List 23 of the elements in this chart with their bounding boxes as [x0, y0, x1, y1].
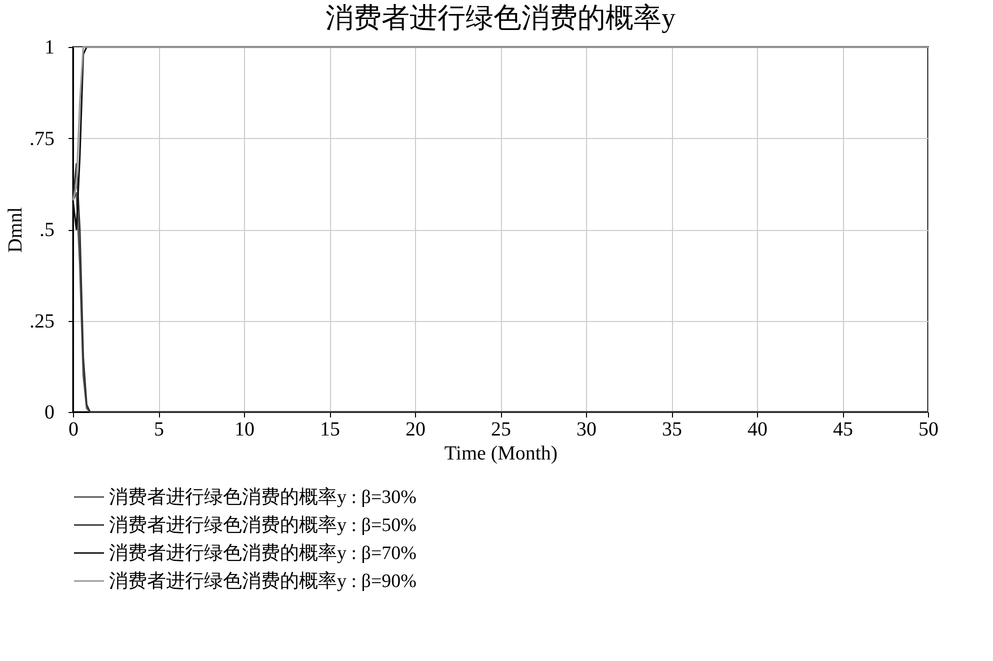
x-tick-label: 20	[406, 418, 426, 440]
x-tick-label: 25	[491, 418, 511, 440]
legend-label: 消费者进行绿色消费的概率y : β=90%	[109, 570, 417, 592]
y-tick-label: .5	[40, 219, 54, 241]
legend-label: 消费者进行绿色消费的概率y : β=30%	[109, 486, 417, 508]
legend-label: 消费者进行绿色消费的概率y : β=50%	[109, 514, 417, 536]
y-tick-label: .75	[30, 128, 54, 150]
x-tick-label: 50	[918, 418, 938, 440]
x-tick-label: 15	[320, 418, 340, 440]
x-axis-title: Time (Month)	[444, 442, 558, 464]
y-tick-label: 0	[44, 402, 54, 424]
y-axis-title: Dmnl	[4, 206, 26, 253]
legend-label: 消费者进行绿色消费的概率y : β=70%	[109, 542, 417, 564]
x-tick-label: 30	[576, 418, 596, 440]
x-tick-label: 10	[234, 418, 254, 440]
x-tick-label: 0	[68, 418, 78, 440]
y-tick-label: 1	[44, 36, 54, 58]
y-tick-label: .25	[30, 310, 54, 332]
x-tick-label: 35	[662, 418, 682, 440]
x-tick-label: 40	[748, 418, 768, 440]
chart-title: 消费者进行绿色消费的概率y	[326, 3, 676, 34]
x-tick-label: 45	[833, 418, 853, 440]
x-tick-label: 5	[154, 418, 164, 440]
